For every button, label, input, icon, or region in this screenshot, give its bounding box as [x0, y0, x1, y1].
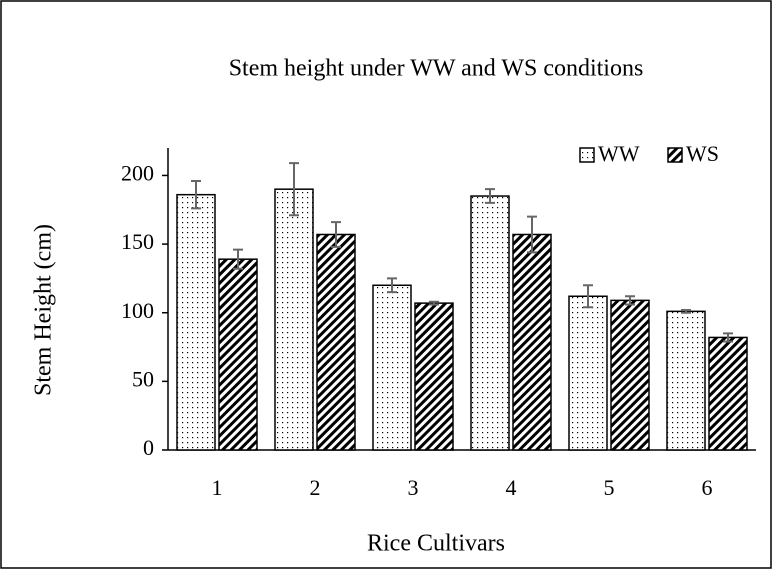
error-bar [331, 221, 341, 248]
y-tick-label: 150 [121, 229, 154, 254]
error-bar [233, 248, 243, 270]
bar [666, 310, 706, 451]
error-bar [429, 300, 439, 306]
bar [610, 299, 650, 451]
legend-label: WW [598, 141, 640, 166]
bar [512, 233, 552, 451]
legend-label: WS [686, 141, 719, 166]
y-tick-label: 50 [132, 366, 154, 391]
bar [414, 302, 454, 451]
y-axis-title: Stem Height (cm) [31, 224, 57, 396]
bar [176, 193, 216, 451]
chart-title: Stem height under WW and WS conditions [229, 56, 644, 82]
error-bar [583, 284, 593, 309]
x-axis-title: Rice Cultivars [367, 531, 505, 557]
legend-swatch [579, 147, 595, 163]
bar [218, 258, 258, 451]
x-tick-label: 2 [310, 475, 321, 500]
x-tick-label: 6 [702, 475, 713, 500]
x-tick-label: 1 [212, 475, 223, 500]
bar [372, 284, 412, 451]
x-tick-label: 3 [408, 475, 419, 500]
error-bar [527, 215, 537, 254]
bar [568, 295, 608, 451]
legend-swatch [667, 147, 683, 163]
x-tick-label: 5 [604, 475, 615, 500]
error-bar [387, 277, 397, 294]
error-bar [289, 162, 299, 217]
bar [316, 233, 356, 451]
x-tick-label: 4 [506, 475, 517, 500]
y-tick-label: 100 [121, 298, 154, 323]
error-bar [681, 308, 691, 314]
bar [470, 195, 510, 451]
bar [708, 336, 748, 451]
y-tick-label: 0 [143, 435, 154, 460]
error-bar [191, 179, 201, 210]
bar [274, 188, 314, 451]
error-bar [625, 295, 635, 306]
error-bar [485, 188, 495, 204]
y-tick-label: 200 [121, 161, 154, 186]
error-bar [723, 332, 733, 343]
